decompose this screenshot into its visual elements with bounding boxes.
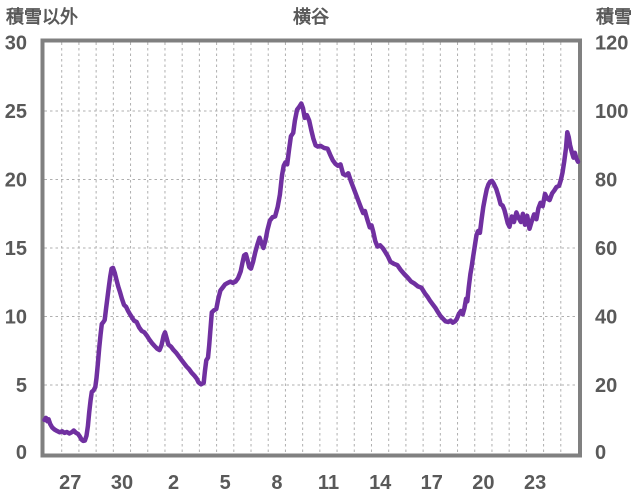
left-tick: 30	[5, 33, 27, 55]
x-tick: 23	[524, 472, 546, 494]
left-tick: 0	[16, 442, 27, 464]
right-tick: 100	[595, 101, 628, 123]
plot-border	[40, 38, 582, 458]
x-tick: 8	[271, 472, 282, 494]
chart-title: 横谷	[293, 6, 330, 27]
right-tick: 0	[595, 442, 606, 464]
x-tick: 11	[318, 472, 339, 494]
left-axis-title: 積雪以外	[5, 6, 78, 27]
gridlines	[44, 42, 578, 454]
right-tick: 120	[595, 33, 628, 55]
right-tick: 40	[595, 307, 617, 329]
x-tick: 27	[59, 472, 81, 494]
right-axis-title: 積雪	[595, 6, 632, 27]
x-tick: 20	[472, 472, 494, 494]
left-tick: 5	[16, 375, 27, 397]
right-tick: 20	[595, 375, 617, 397]
left-tick: 25	[5, 101, 27, 123]
left-tick: 20	[5, 170, 27, 192]
x-tick: 14	[369, 472, 392, 494]
x-tick: 17	[421, 472, 443, 494]
right-tick: 60	[595, 238, 617, 260]
left-tick: 15	[5, 238, 27, 260]
x-tick: 2	[168, 472, 179, 494]
left-axis-ticks: 30 25 20 15 10 5 0	[5, 33, 27, 465]
x-tick: 30	[111, 472, 133, 494]
right-tick: 80	[595, 170, 617, 192]
x-tick: 5	[220, 472, 231, 494]
x-axis-ticks: 27 30 2 5 8 11 14 17 20 23	[59, 472, 546, 494]
left-tick: 10	[5, 307, 27, 329]
right-axis-ticks: 120 100 80 60 40 20 0	[595, 33, 628, 465]
series-line-yokoya	[42, 101, 581, 444]
